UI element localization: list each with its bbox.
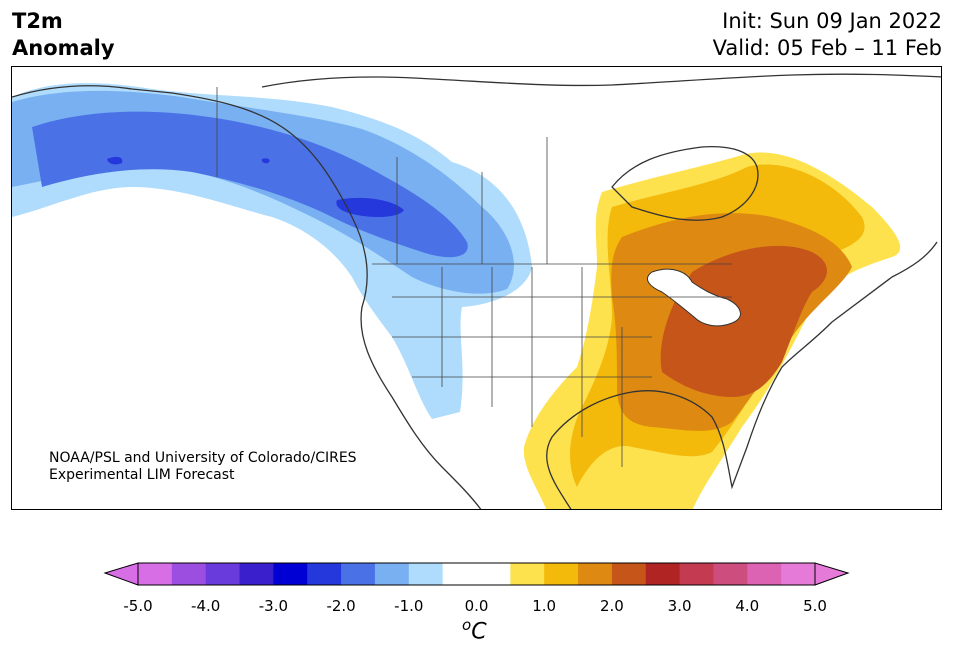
- colorbar-cell: [679, 563, 714, 585]
- title-line-1: T2m: [12, 9, 63, 33]
- colorbar-tick-label: 4.0: [735, 597, 760, 615]
- state-borders: [392, 267, 732, 467]
- hudson-bay: [611, 146, 759, 221]
- colorbar-tick-label: 1.0: [532, 597, 557, 615]
- coastline-east: [546, 241, 938, 509]
- forecast-dates: Init: Sun 09 Jan 2022 Valid: 05 Feb – 11…: [713, 8, 942, 62]
- colorbar-outline: [137, 562, 816, 586]
- colorbar-tick-label: -5.0: [123, 597, 153, 615]
- colorbar-tick-label: 2.0: [599, 597, 624, 615]
- colorbar-extend-low: [103, 562, 139, 586]
- valid-range: Valid: 05 Feb – 11 Feb: [712, 36, 942, 60]
- colorbar-cell: [273, 563, 308, 585]
- colorbar-unit: oC: [462, 616, 487, 645]
- warm-anomaly-core: [660, 245, 827, 397]
- cold-anomaly-strong-region: [32, 111, 468, 258]
- colorbar: [103, 562, 850, 586]
- credit-line-1: NOAA/PSL and University of Colorado/CIRE…: [49, 450, 357, 466]
- colorbar-tick-label: -3.0: [258, 597, 289, 615]
- colorbar-tick-label: 5.0: [803, 597, 827, 615]
- coastline-west: [12, 85, 482, 509]
- arctic-coast: [261, 73, 941, 88]
- colorbar-tick-label: -2.0: [326, 597, 356, 615]
- colorbar-cell: [205, 563, 241, 585]
- colorbar-cell: [544, 563, 579, 585]
- colorbar-cell: [713, 563, 748, 585]
- colorbar-cell: [578, 563, 613, 585]
- colorbar-cell: [747, 563, 782, 585]
- colorbar-cell: [171, 563, 207, 585]
- colorbar-cell: [442, 563, 477, 585]
- anomaly-map: [11, 66, 942, 510]
- colorbar-cell: [307, 563, 342, 585]
- colorbar-tick-label: -1.0: [394, 597, 424, 615]
- colorbar-cell: [408, 563, 444, 585]
- colorbar-cell: [645, 563, 681, 585]
- title-line-2: Anomaly: [12, 36, 115, 60]
- colorbar-cell: [476, 563, 511, 585]
- map-title: T2m Anomaly: [12, 8, 115, 62]
- credit-line-2: Experimental LIM Forecast: [49, 467, 235, 483]
- cold-anomaly-core-3: [261, 158, 270, 164]
- data-credit: NOAA/PSL and University of Colorado/CIRE…: [49, 450, 357, 484]
- colorbar-cell: [138, 563, 173, 585]
- colorbar-tick-label: 3.0: [667, 597, 692, 615]
- colorbar-cell: [239, 563, 274, 585]
- colorbar-cells: [138, 563, 816, 585]
- cold-anomaly-core: [336, 197, 404, 218]
- colorbar-cell: [510, 563, 545, 585]
- cold-anomaly-core-2: [107, 156, 123, 165]
- great-lakes: [647, 268, 741, 327]
- colorbar-cell: [611, 563, 647, 585]
- colorbar-cell: [374, 563, 410, 585]
- colorbar-cell: [781, 563, 816, 585]
- colorbar-tick-label: -4.0: [191, 597, 221, 615]
- init-date: Init: Sun 09 Jan 2022: [722, 9, 942, 33]
- colorbar-tick-label: 0.0: [464, 597, 489, 615]
- map-svg: [12, 73, 941, 509]
- colorbar-cell: [341, 563, 376, 585]
- province-borders: [396, 137, 548, 264]
- colorbar-extend-high: [814, 562, 850, 586]
